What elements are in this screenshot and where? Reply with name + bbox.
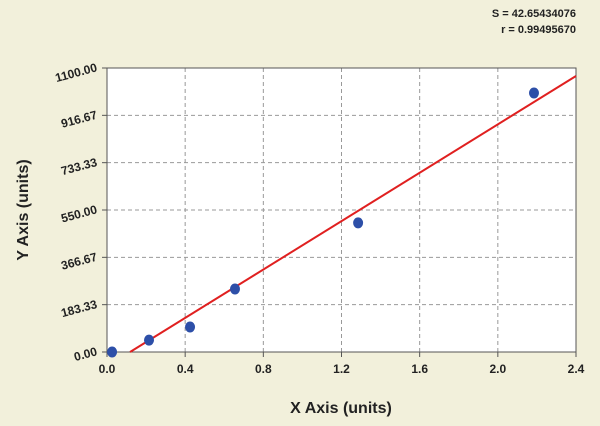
y-tick-label: 916.67 xyxy=(60,108,99,131)
y-tick-label: 1100.00 xyxy=(54,60,99,85)
y-axis-label: Y Axis (units) xyxy=(15,159,32,260)
plot-frame xyxy=(106,67,577,353)
data-point xyxy=(144,334,155,346)
y-tick-label: 0.00 xyxy=(72,344,98,364)
x-tick-label: 1.2 xyxy=(333,362,350,376)
data-point xyxy=(107,346,118,358)
annotation: r = 0.99495670 xyxy=(501,24,576,36)
y-tick-label: 550.00 xyxy=(60,202,99,225)
annotation: S = 42.65434076 xyxy=(492,8,576,20)
y-tick-label: 183.33 xyxy=(60,297,99,320)
data-point xyxy=(353,217,364,229)
x-tick-label: 0.8 xyxy=(255,362,272,376)
y-tick-label: 733.33 xyxy=(60,155,99,178)
x-tick-label: 1.6 xyxy=(411,362,428,376)
data-point xyxy=(528,87,539,99)
x-tick-label: 0.0 xyxy=(99,362,116,376)
x-tick-label: 0.4 xyxy=(177,362,194,376)
x-axis-label: X Axis (units) xyxy=(290,400,392,417)
x-tick-label: 2.4 xyxy=(568,362,585,376)
data-point xyxy=(185,321,196,333)
data-point xyxy=(229,283,240,295)
y-tick-label: 366.67 xyxy=(60,250,99,273)
x-tick-label: 2.0 xyxy=(489,362,506,376)
fit-line xyxy=(129,75,577,353)
